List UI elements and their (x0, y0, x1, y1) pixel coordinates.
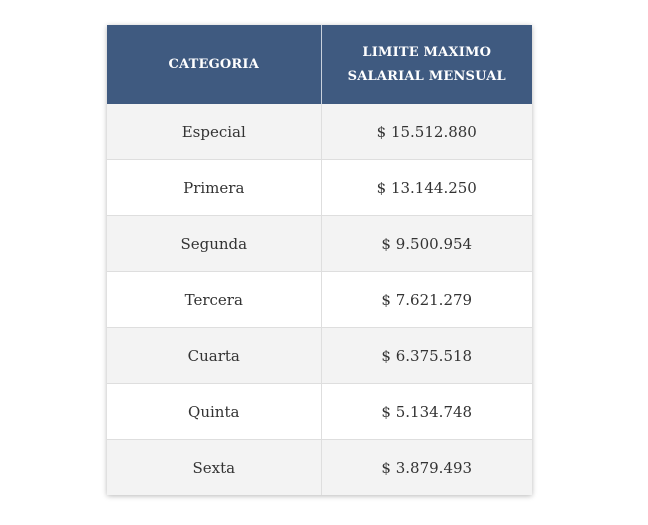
limit-cell: $ 3.879.493 (321, 439, 532, 495)
table-row: Especial $ 15.512.880 (107, 104, 532, 160)
table-body: Especial $ 15.512.880 Primera $ 13.144.2… (107, 104, 532, 495)
table-row: Sexta $ 3.879.493 (107, 439, 532, 495)
table-header: CATEGORIA LIMITE MAXIMO SALARIAL MENSUAL (107, 25, 532, 104)
limit-cell: $ 7.621.279 (321, 271, 532, 328)
category-cell: Cuarta (107, 327, 322, 384)
table-row: Quinta $ 5.134.748 (107, 383, 532, 440)
limit-cell: $ 6.375.518 (321, 327, 532, 384)
category-cell: Quinta (107, 383, 322, 440)
table-row: Cuarta $ 6.375.518 (107, 327, 532, 384)
limit-cell: $ 13.144.250 (321, 159, 532, 216)
table-row: Segunda $ 9.500.954 (107, 215, 532, 272)
header-row: CATEGORIA LIMITE MAXIMO SALARIAL MENSUAL (107, 25, 532, 104)
header-limit-line1: LIMITE MAXIMO (362, 44, 492, 60)
limit-cell: $ 15.512.880 (321, 104, 532, 160)
header-limit: LIMITE MAXIMO SALARIAL MENSUAL (321, 25, 532, 104)
category-cell: Segunda (107, 215, 322, 272)
salary-table: CATEGORIA LIMITE MAXIMO SALARIAL MENSUAL… (107, 25, 532, 495)
category-cell: Tercera (107, 271, 322, 328)
table-row: Primera $ 13.144.250 (107, 159, 532, 216)
limit-cell: $ 5.134.748 (321, 383, 532, 440)
table-row: Tercera $ 7.621.279 (107, 271, 532, 328)
header-limit-line2: SALARIAL MENSUAL (347, 68, 506, 84)
salary-limits-table: CATEGORIA LIMITE MAXIMO SALARIAL MENSUAL… (107, 25, 532, 495)
category-cell: Sexta (107, 439, 322, 495)
header-category: CATEGORIA (107, 25, 322, 104)
category-cell: Primera (107, 159, 322, 216)
limit-cell: $ 9.500.954 (321, 215, 532, 272)
category-cell: Especial (107, 104, 322, 160)
